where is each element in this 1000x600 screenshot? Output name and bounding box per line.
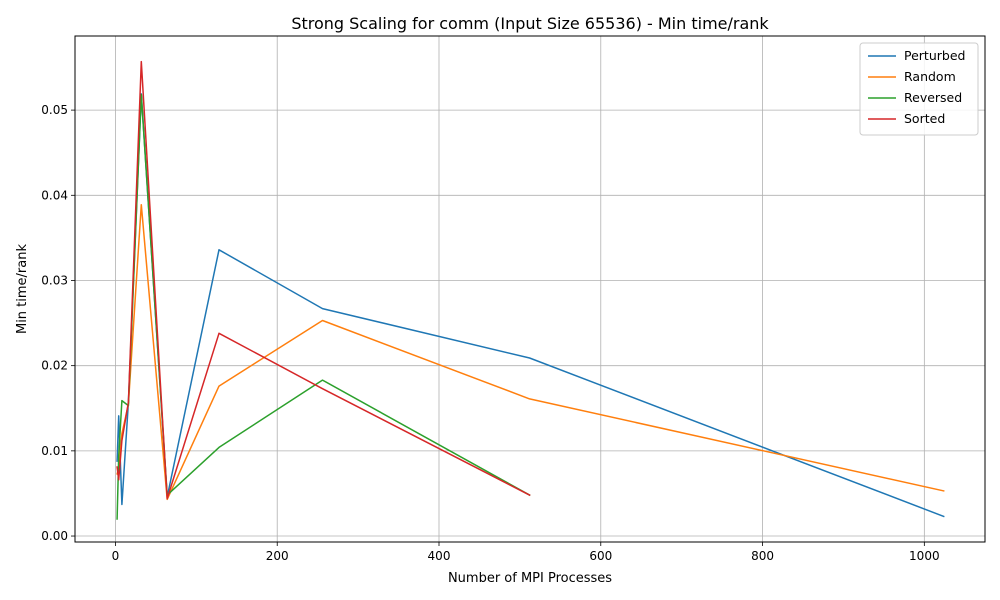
legend-label: Reversed	[904, 90, 962, 105]
y-axis-ticks: 0.00 0.01 0.02 0.03 0.04 0.05	[41, 103, 75, 543]
y-tick-label: 0.03	[41, 273, 68, 287]
y-tick-label: 0.04	[41, 188, 68, 202]
x-tick-label: 800	[751, 549, 774, 563]
y-tick-label: 0.02	[41, 359, 68, 373]
legend: Perturbed Random Reversed Sorted	[859, 42, 979, 136]
x-axis-ticks: 0 200 400 600 800 1000	[112, 542, 940, 563]
series-line-sorted	[116, 60, 531, 500]
y-axis-label: Min time/rank	[15, 244, 30, 335]
series-line-random	[116, 203, 945, 501]
y-tick-label: 0.00	[41, 529, 68, 543]
series-lines	[116, 60, 945, 520]
x-tick-label: 0	[112, 549, 120, 563]
x-axis-label: Number of MPI Processes	[448, 571, 612, 586]
legend-label: Sorted	[904, 111, 945, 126]
x-tick-label: 400	[428, 549, 451, 563]
plot-frame	[74, 35, 986, 543]
x-tick-label: 200	[266, 549, 289, 563]
legend-label: Random	[904, 69, 956, 84]
chart-title: Strong Scaling for comm (Input Size 6553…	[291, 14, 769, 33]
x-tick-label: 1000	[909, 549, 940, 563]
legend-box	[859, 42, 979, 136]
y-tick-label: 0.01	[41, 444, 68, 458]
series-line-perturbed	[116, 93, 945, 518]
series-line-reversed	[116, 94, 531, 520]
x-tick-label: 600	[589, 549, 612, 563]
legend-label: Perturbed	[904, 48, 965, 63]
y-tick-label: 0.05	[41, 103, 68, 117]
